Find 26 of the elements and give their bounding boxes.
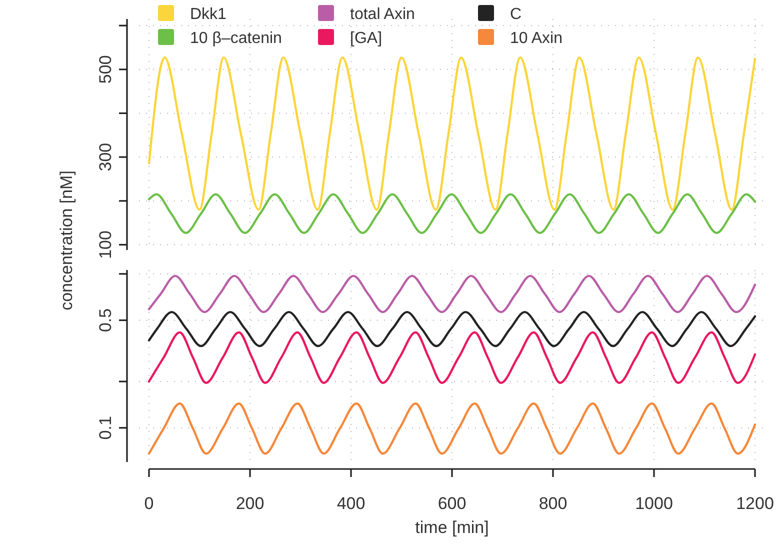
legend-label: 10 Axin bbox=[510, 30, 562, 47]
legend-label: total Axin bbox=[350, 6, 415, 23]
x-tick-label: 1000 bbox=[635, 494, 673, 513]
line-series bbox=[148, 402, 756, 455]
x-tick-label: 400 bbox=[336, 494, 366, 513]
x-tick-label: 200 bbox=[236, 494, 264, 513]
y-axis-title: concentration [nM] bbox=[57, 170, 76, 310]
y-tick-label: 0.5 bbox=[96, 308, 115, 332]
x-tick-label: 1200 bbox=[736, 494, 774, 513]
y-tick-label: 500 bbox=[96, 55, 115, 84]
line-series bbox=[148, 310, 756, 348]
legend-label: [GA] bbox=[350, 30, 382, 47]
y-tick-label: 100 bbox=[96, 230, 115, 259]
legend-label: C bbox=[510, 6, 522, 23]
legend-label: Dkk1 bbox=[190, 6, 227, 23]
line-series bbox=[148, 56, 756, 211]
x-axis-title: time [min] bbox=[415, 518, 489, 537]
line-series bbox=[148, 274, 756, 314]
x-tick-label: 600 bbox=[438, 494, 466, 513]
line-series bbox=[148, 331, 756, 384]
y-tick-label: 0.1 bbox=[96, 416, 115, 440]
y-tick-label: 300 bbox=[96, 142, 115, 172]
x-tick-label: 800 bbox=[538, 494, 568, 513]
line-series bbox=[148, 193, 756, 234]
legend-label: 10 β–catenin bbox=[190, 30, 282, 47]
x-tick-label: 0 bbox=[144, 494, 154, 513]
